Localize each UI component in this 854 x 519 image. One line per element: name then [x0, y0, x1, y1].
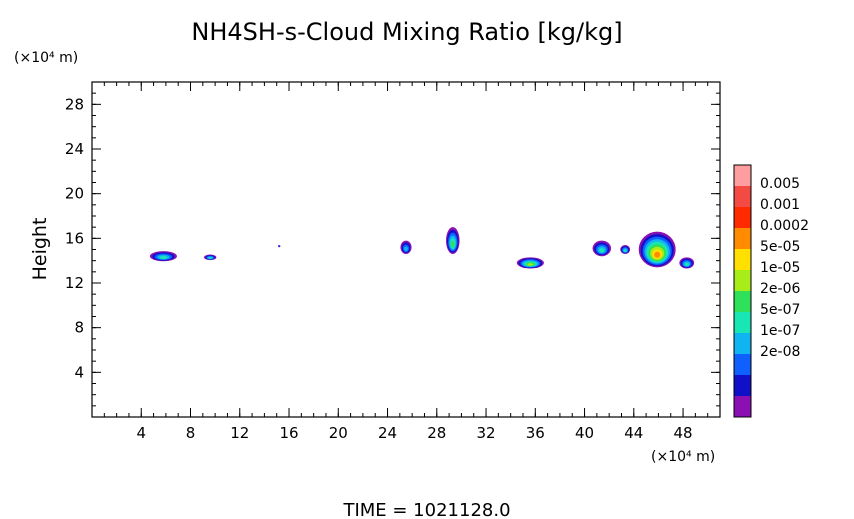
y-axis-label: Height: [29, 218, 51, 281]
cloud-region: [620, 245, 631, 254]
x-tick-label: 28: [427, 424, 446, 442]
cloud-region: [638, 231, 676, 268]
cloud-region: [516, 257, 544, 269]
colorbar-label: 0.005: [760, 176, 800, 192]
y-tick-label: 28: [65, 95, 84, 113]
colorbar-swatch: [734, 228, 751, 250]
cloud-region: [204, 254, 217, 261]
x-axis-unit: (×10⁴ m): [651, 449, 715, 465]
colorbar-swatch: [734, 207, 751, 229]
time-footer: TIME = 1021128.0: [342, 500, 510, 519]
colorbar-swatch: [734, 396, 751, 418]
colorbar-label: 1e-07: [760, 323, 800, 339]
cloud-region: [277, 245, 281, 248]
x-tick-label: 36: [526, 424, 545, 442]
colorbar-swatch: [734, 312, 751, 334]
colorbar-swatch: [734, 249, 751, 271]
y-tick-label: 12: [65, 274, 84, 292]
cloud-region: [149, 251, 177, 262]
colorbar-label: 0.001: [760, 197, 800, 213]
y-tick-label: 4: [74, 363, 84, 381]
cloud-region: [592, 240, 612, 257]
colorbar: 0.005 0.001 0.0002 5e-05 1e-05 2e-06 5e-07 1e-0…: [733, 164, 809, 418]
x-tick-label: 40: [575, 424, 594, 442]
x-tick-label: 4: [136, 424, 146, 442]
colorbar-frame: [733, 164, 752, 418]
x-tick-label: 44: [624, 424, 643, 442]
x-tick-label: 32: [476, 424, 495, 442]
x-tick-label: 12: [230, 424, 249, 442]
y-axis-unit: (×10⁴ m): [14, 50, 78, 66]
colorbar-swatch: [734, 165, 751, 187]
colorbar-label: 5e-05: [760, 239, 800, 255]
x-tick-label: 8: [186, 424, 196, 442]
colorbar-label: 5e-07: [760, 302, 800, 318]
colorbar-swatch: [734, 186, 751, 208]
colorbar-swatch: [734, 333, 751, 355]
colorbar-swatch: [734, 375, 751, 397]
y-tick-label: 24: [65, 140, 84, 158]
cloud-region: [679, 257, 695, 269]
colorbar-swatch: [734, 270, 751, 292]
colorbar-swatch: [734, 354, 751, 376]
cloud-region: [446, 227, 460, 254]
cloud-region: [400, 240, 412, 254]
colorbar-label: 2e-08: [760, 344, 800, 360]
x-tick-label: 24: [378, 424, 397, 442]
colorbar-label: 0.0002: [760, 218, 809, 234]
x-tick-label: 20: [329, 424, 348, 442]
x-tick-label: 16: [279, 424, 298, 442]
y-tick-label: 16: [65, 229, 84, 247]
chart-title: NH4SH-s-Cloud Mixing Ratio [kg/kg]: [191, 18, 622, 46]
y-tick-label: 8: [74, 319, 84, 337]
colorbar-label: 1e-05: [760, 260, 800, 276]
colorbar-label: 2e-06: [760, 281, 800, 297]
y-tick-label: 20: [65, 185, 84, 203]
colorbar-swatch: [734, 291, 751, 313]
x-tick-label: 48: [674, 424, 693, 442]
